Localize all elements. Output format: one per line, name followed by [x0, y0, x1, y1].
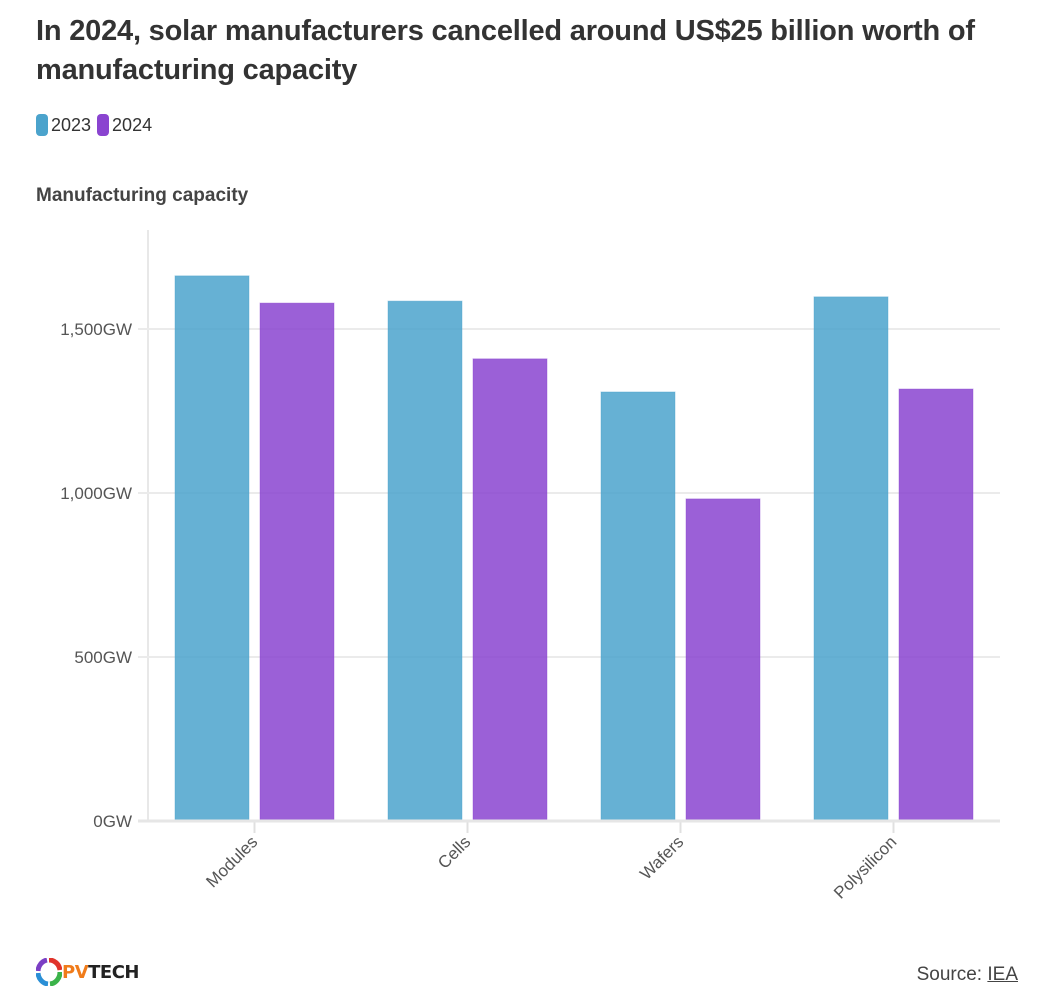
- x-tick-label: Cells: [434, 832, 474, 872]
- pvtech-logo: PV TECH: [36, 958, 139, 986]
- bar-wafers-2024: [685, 498, 761, 822]
- legend-label-2023: 2023: [51, 114, 92, 135]
- legend-swatch-2023: [36, 114, 48, 136]
- bar-wafers-2023: [600, 391, 676, 822]
- logo-text-pv: PV: [62, 961, 89, 983]
- bar-modules-2023: [174, 275, 250, 822]
- legend: 2023 2024: [36, 114, 158, 136]
- legend-item-2023[interactable]: 2023: [36, 114, 91, 136]
- bar-cells-2024: [472, 358, 548, 822]
- bar-chart: 0GW 500GW 1,000GW 1,500GW Modules Cells Wafers…: [60, 230, 1000, 903]
- logo-text-tech: TECH: [88, 961, 139, 983]
- bar-polysilicon-2024: [898, 388, 974, 822]
- y-axis-title: Manufacturing capacity: [36, 185, 249, 206]
- legend-swatch-2024: [97, 114, 110, 136]
- y-tick-label: 0GW: [93, 812, 132, 831]
- x-tick-label: Wafers: [636, 832, 687, 883]
- source-link[interactable]: IEA: [987, 964, 1018, 985]
- chart-title: In 2024, solar manufacturers cancelled a…: [36, 15, 975, 86]
- legend-item-2024[interactable]: 2024: [97, 114, 152, 136]
- y-tick-label: 1,000GW: [60, 484, 132, 503]
- pvtech-logo-icon: [36, 958, 62, 986]
- bar-modules-2024: [259, 302, 335, 822]
- legend-label-2024: 2024: [112, 114, 153, 135]
- y-tick-label: 500GW: [74, 648, 132, 667]
- x-tick-label: Modules: [202, 832, 261, 891]
- y-tick-label: 1,500GW: [60, 320, 132, 339]
- source-label: Source:: [916, 964, 983, 985]
- x-tick-label: Polysilicon: [830, 832, 900, 902]
- bar-polysilicon-2023: [813, 296, 889, 822]
- bar-cells-2023: [387, 300, 463, 822]
- source-note: Source: IEA: [917, 964, 1018, 986]
